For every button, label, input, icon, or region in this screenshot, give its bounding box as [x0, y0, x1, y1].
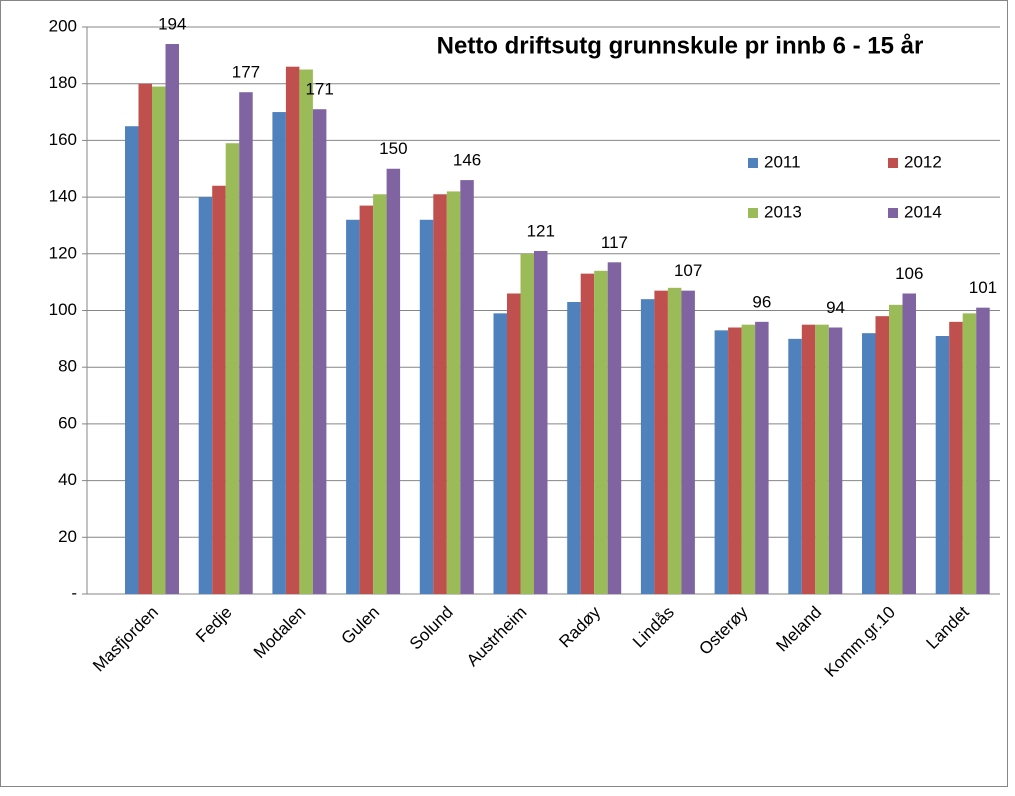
- bar: [272, 112, 286, 595]
- y-tick-label: -: [71, 583, 77, 602]
- bar: [567, 301, 581, 594]
- legend-swatch: [888, 208, 898, 218]
- data-label: 171: [305, 80, 333, 99]
- y-tick-label: 100: [49, 300, 77, 319]
- data-label: 146: [453, 151, 481, 170]
- bar: [433, 194, 447, 594]
- bar: [962, 313, 977, 594]
- y-tick-label: 80: [58, 357, 77, 376]
- y-tick-label: 200: [49, 16, 77, 35]
- bar: [681, 290, 695, 594]
- bar: [299, 69, 313, 594]
- y-tick-label: 120: [49, 243, 77, 262]
- bar: [373, 194, 387, 594]
- data-label: 96: [752, 292, 771, 311]
- y-tick-label: 180: [49, 73, 77, 92]
- y-tick-label: 60: [58, 413, 77, 432]
- y-tick-label: 40: [58, 470, 77, 489]
- legend-label: 2013: [764, 202, 802, 221]
- data-label: 150: [379, 139, 407, 158]
- data-label: 94: [826, 298, 845, 317]
- bar: [225, 143, 240, 595]
- bar: [138, 83, 152, 594]
- bar: [507, 293, 521, 594]
- legend-swatch: [748, 208, 758, 218]
- bar: [386, 168, 401, 594]
- bar: [728, 327, 742, 594]
- bar: [239, 92, 253, 594]
- bar: [125, 126, 139, 594]
- bar: [346, 219, 360, 594]
- bar: [640, 299, 655, 594]
- bar: [520, 253, 534, 595]
- bar: [801, 324, 816, 594]
- legend-label: 2012: [904, 152, 942, 171]
- bar: [594, 270, 608, 594]
- bar: [862, 333, 876, 594]
- bar: [312, 109, 327, 594]
- y-tick-label: 160: [49, 130, 77, 149]
- bar: [815, 324, 829, 594]
- bar: [714, 330, 729, 594]
- data-label: 117: [601, 233, 628, 252]
- bar: [446, 191, 461, 594]
- bar: [198, 197, 213, 594]
- data-label: 194: [158, 14, 186, 33]
- y-tick-label: 20: [58, 527, 77, 546]
- legend-label: 2011: [764, 152, 801, 171]
- data-label: 106: [895, 264, 923, 283]
- bar: [165, 44, 179, 594]
- bar: [875, 316, 889, 594]
- bar: [889, 304, 903, 594]
- legend-swatch: [888, 158, 898, 168]
- data-label: 107: [674, 261, 702, 280]
- bar: [788, 338, 802, 594]
- bar: [152, 86, 166, 594]
- bar: [935, 336, 950, 594]
- bar: [460, 180, 474, 594]
- chart-title: Netto driftsutg grunnskule pr innb 6 - 1…: [437, 32, 924, 59]
- bar: [212, 185, 226, 594]
- bar: [741, 324, 756, 594]
- bar: [607, 262, 622, 594]
- data-label: 177: [232, 63, 260, 82]
- bar: [493, 313, 507, 594]
- bar: [580, 273, 595, 594]
- y-tick-label: 140: [49, 187, 77, 206]
- bar: [359, 205, 374, 595]
- data-label: 101: [969, 278, 997, 297]
- bar: [654, 290, 668, 594]
- legend-swatch: [748, 158, 758, 168]
- bar: [976, 307, 990, 594]
- bar: [285, 66, 300, 594]
- data-label: 121: [527, 221, 555, 240]
- bar: [902, 293, 916, 594]
- bar: [949, 321, 963, 594]
- bar: [419, 219, 434, 594]
- bar: [534, 250, 548, 594]
- bar: [667, 287, 682, 594]
- bar: [755, 321, 769, 594]
- legend-label: 2014: [904, 202, 942, 221]
- bar: [828, 327, 843, 594]
